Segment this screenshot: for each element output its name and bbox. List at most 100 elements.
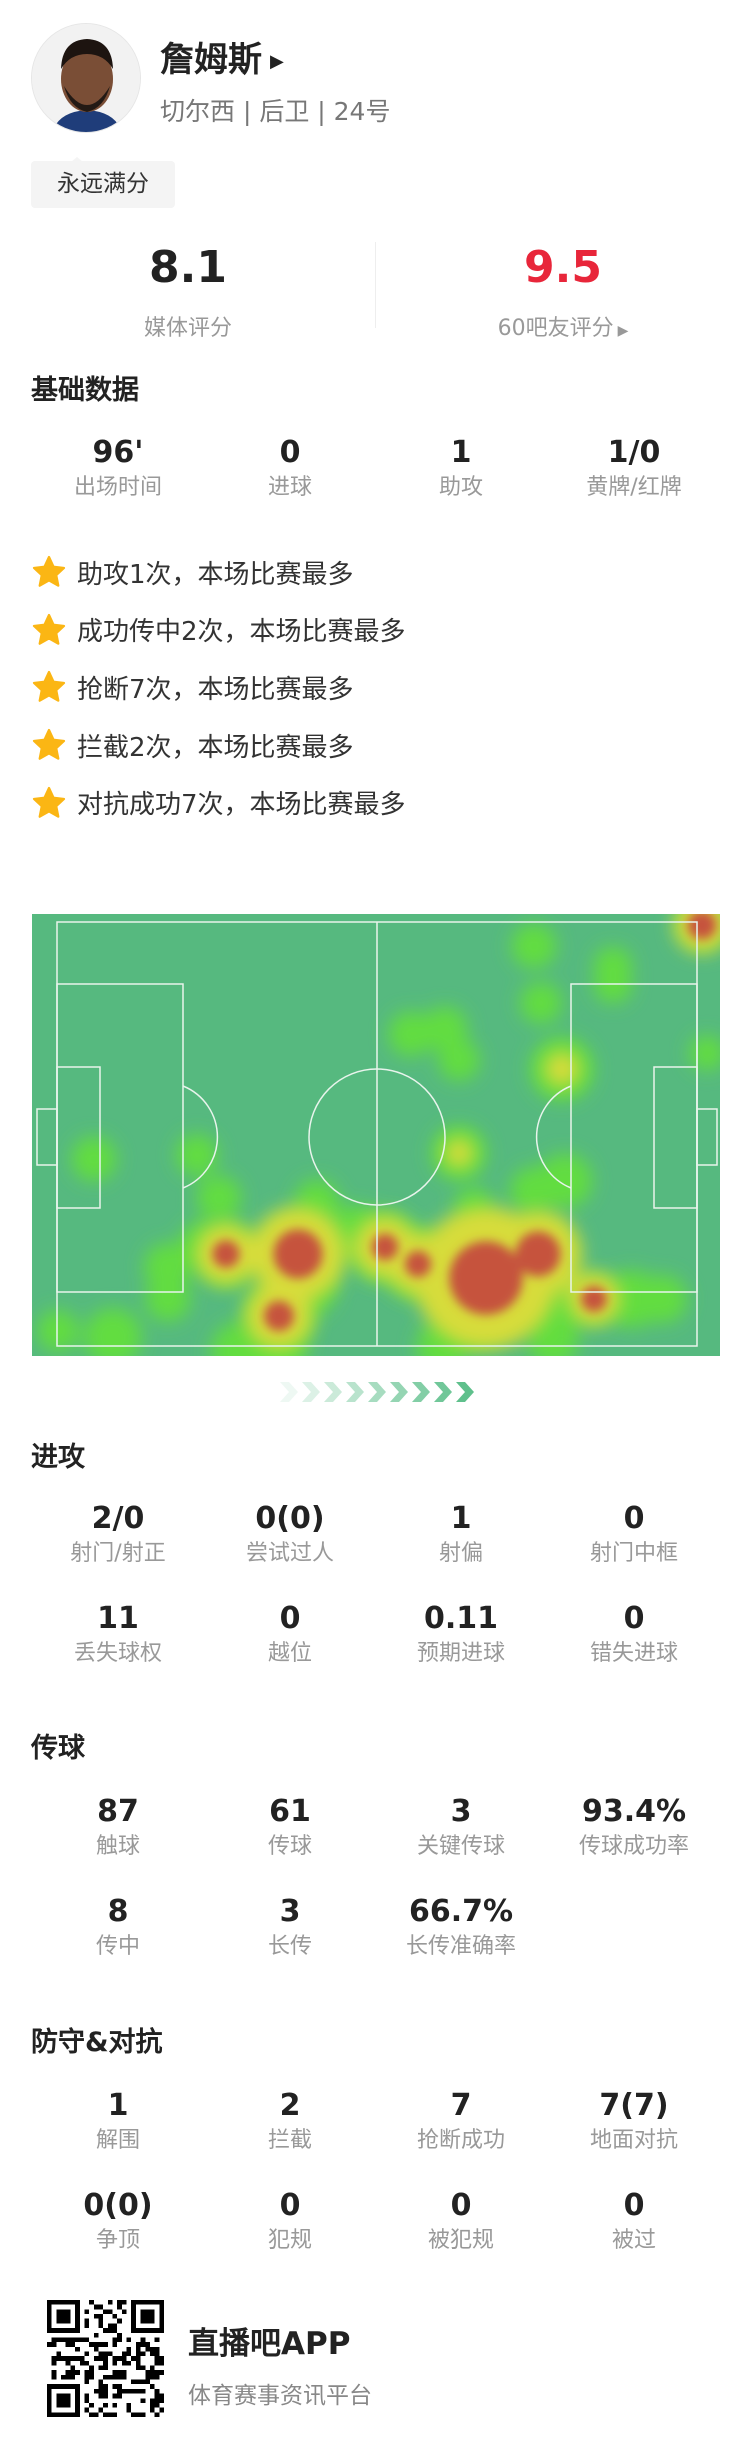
stat-item: 0 错失进球 bbox=[548, 1601, 720, 1669]
chevron-right-icon bbox=[324, 1382, 342, 1402]
stat-label: 出场时间 bbox=[73, 475, 162, 500]
section-title-attack: 进攻 bbox=[31, 1442, 85, 1473]
chevron-right-icon bbox=[390, 1382, 408, 1402]
app-tagline: 体育赛事资讯平台 bbox=[188, 2383, 372, 2409]
attack-direction-indicator bbox=[278, 1380, 476, 1404]
stat-label: 解围 bbox=[95, 2128, 140, 2153]
stat-item: 3 长传 bbox=[204, 1894, 376, 1962]
chevron-right-icon bbox=[368, 1382, 386, 1402]
section-title-passing: 传球 bbox=[31, 1733, 85, 1764]
stat-label: 助攻 bbox=[438, 475, 483, 500]
star-icon bbox=[32, 786, 66, 818]
qr-code[interactable] bbox=[47, 2300, 164, 2417]
heat-spot bbox=[264, 1301, 294, 1331]
stat-value: 0 bbox=[279, 2188, 301, 2223]
triangle-right-icon: ▶ bbox=[270, 51, 284, 72]
stat-value: 0 bbox=[450, 2188, 472, 2223]
highlight-item: 抢断7次，本场比赛最多 bbox=[31, 667, 354, 707]
stat-value: 7(7) bbox=[599, 2088, 669, 2123]
stat-label: 越位 bbox=[267, 1641, 312, 1666]
stat-item: 0 犯规 bbox=[204, 2188, 376, 2256]
stat-value: 3 bbox=[279, 1894, 301, 1929]
stat-label: 争顶 bbox=[95, 2228, 140, 2253]
stat-label: 尝试过人 bbox=[245, 1541, 334, 1566]
highlight-text: 成功传中2次，本场比赛最多 bbox=[77, 617, 406, 648]
star-icon bbox=[32, 671, 66, 703]
heat-spot bbox=[581, 1286, 607, 1312]
stat-label: 被过 bbox=[611, 2228, 656, 2253]
stat-item: 66.7% 长传准确率 bbox=[375, 1894, 547, 1962]
stat-label: 拦截 bbox=[267, 2128, 312, 2153]
section-title-defense: 防守&对抗 bbox=[31, 2027, 163, 2058]
media-rating-value: 8.1 bbox=[149, 242, 227, 293]
heat-spot bbox=[388, 1011, 434, 1057]
stat-label: 射门中框 bbox=[589, 1541, 678, 1566]
fan-rating-label: 60吧友评分 ▶ bbox=[413, 310, 713, 342]
stat-item: 0(0) 尝试过人 bbox=[204, 1501, 376, 1569]
stat-item: 7 抢断成功 bbox=[375, 2088, 547, 2156]
stat-value: 0 bbox=[279, 435, 301, 470]
stat-value: 0(0) bbox=[255, 1501, 325, 1536]
player-photo bbox=[32, 24, 140, 132]
stat-value: 2/0 bbox=[91, 1501, 145, 1536]
stat-label: 传中 bbox=[95, 1934, 140, 1959]
stat-label: 丢失球权 bbox=[73, 1641, 162, 1666]
stat-item: 0(0) 争顶 bbox=[32, 2188, 204, 2256]
stat-value: 11 bbox=[97, 1601, 139, 1636]
stat-label: 射门/射正 bbox=[70, 1541, 166, 1566]
fan-rating-value: 9.5 bbox=[524, 242, 602, 293]
stat-value: 1 bbox=[450, 435, 472, 470]
heat-spot bbox=[71, 1136, 117, 1182]
star-icon bbox=[32, 728, 66, 760]
stat-item: 93.4% 传球成功率 bbox=[548, 1794, 720, 1862]
heat-spot bbox=[371, 1233, 399, 1261]
section-title-basic: 基础数据 bbox=[31, 375, 139, 406]
stat-item: 7(7) 地面对抗 bbox=[548, 2088, 720, 2156]
stat-value: 0.11 bbox=[423, 1601, 499, 1636]
heat-spot bbox=[444, 1138, 474, 1168]
divider bbox=[375, 242, 376, 328]
stat-label: 关键传球 bbox=[416, 1834, 505, 1859]
stat-value: 93.4% bbox=[581, 1794, 687, 1829]
heat-spot bbox=[438, 1039, 480, 1081]
stat-label: 射偏 bbox=[438, 1541, 483, 1566]
heatmap bbox=[32, 914, 720, 1356]
stat-value: 0 bbox=[279, 1601, 301, 1636]
highlight-item: 对抗成功7次，本场比赛最多 bbox=[31, 783, 406, 823]
app-name: 直播吧APP bbox=[188, 2326, 351, 2362]
heat-spot bbox=[520, 982, 562, 1024]
player-info: 切尔西 | 后卫 | 24号 bbox=[160, 97, 391, 126]
chevron-right-icon bbox=[456, 1382, 474, 1402]
triangle-right-icon: ▶ bbox=[617, 323, 629, 339]
player-name[interactable]: 詹姆斯 ▶ bbox=[160, 32, 284, 81]
stat-label: 抢断成功 bbox=[416, 2128, 505, 2153]
stat-value: 61 bbox=[269, 1794, 311, 1829]
stat-value: 0 bbox=[623, 1501, 645, 1536]
stat-item: 0 被犯规 bbox=[375, 2188, 547, 2256]
stat-label: 预期进球 bbox=[416, 1641, 505, 1666]
stat-label: 传球成功率 bbox=[578, 1834, 689, 1859]
stat-item: 1/0 黄牌/红牌 bbox=[548, 435, 720, 503]
fan-rating-label-text: 60吧友评分 bbox=[497, 316, 614, 341]
stat-value: 87 bbox=[97, 1794, 139, 1829]
player-avatar[interactable] bbox=[31, 23, 141, 133]
stat-item: 0 射门中框 bbox=[548, 1501, 720, 1569]
stat-label: 错失进球 bbox=[589, 1641, 678, 1666]
fan-rating[interactable]: 9.5 60吧友评分 ▶ bbox=[413, 242, 713, 342]
heat-spot bbox=[144, 1243, 192, 1291]
stat-item: 0.11 预期进球 bbox=[375, 1601, 547, 1669]
stat-label: 长传准确率 bbox=[405, 1934, 516, 1959]
chevron-right-icon bbox=[412, 1382, 430, 1402]
stat-label: 犯规 bbox=[267, 2228, 312, 2253]
stat-value: 3 bbox=[450, 1794, 472, 1829]
media-rating: 8.1 媒体评分 bbox=[38, 242, 338, 342]
heat-spot bbox=[84, 1308, 142, 1356]
heat-spot bbox=[212, 1240, 240, 1268]
stat-item: 2 拦截 bbox=[204, 2088, 376, 2156]
stat-item: 0 越位 bbox=[204, 1601, 376, 1669]
stat-item: 1 助攻 bbox=[375, 435, 547, 503]
stat-value: 1/0 bbox=[607, 435, 661, 470]
stat-item: 61 传球 bbox=[204, 1794, 376, 1862]
chevron-right-icon bbox=[346, 1382, 364, 1402]
highlight-text: 抢断7次，本场比赛最多 bbox=[77, 674, 354, 705]
